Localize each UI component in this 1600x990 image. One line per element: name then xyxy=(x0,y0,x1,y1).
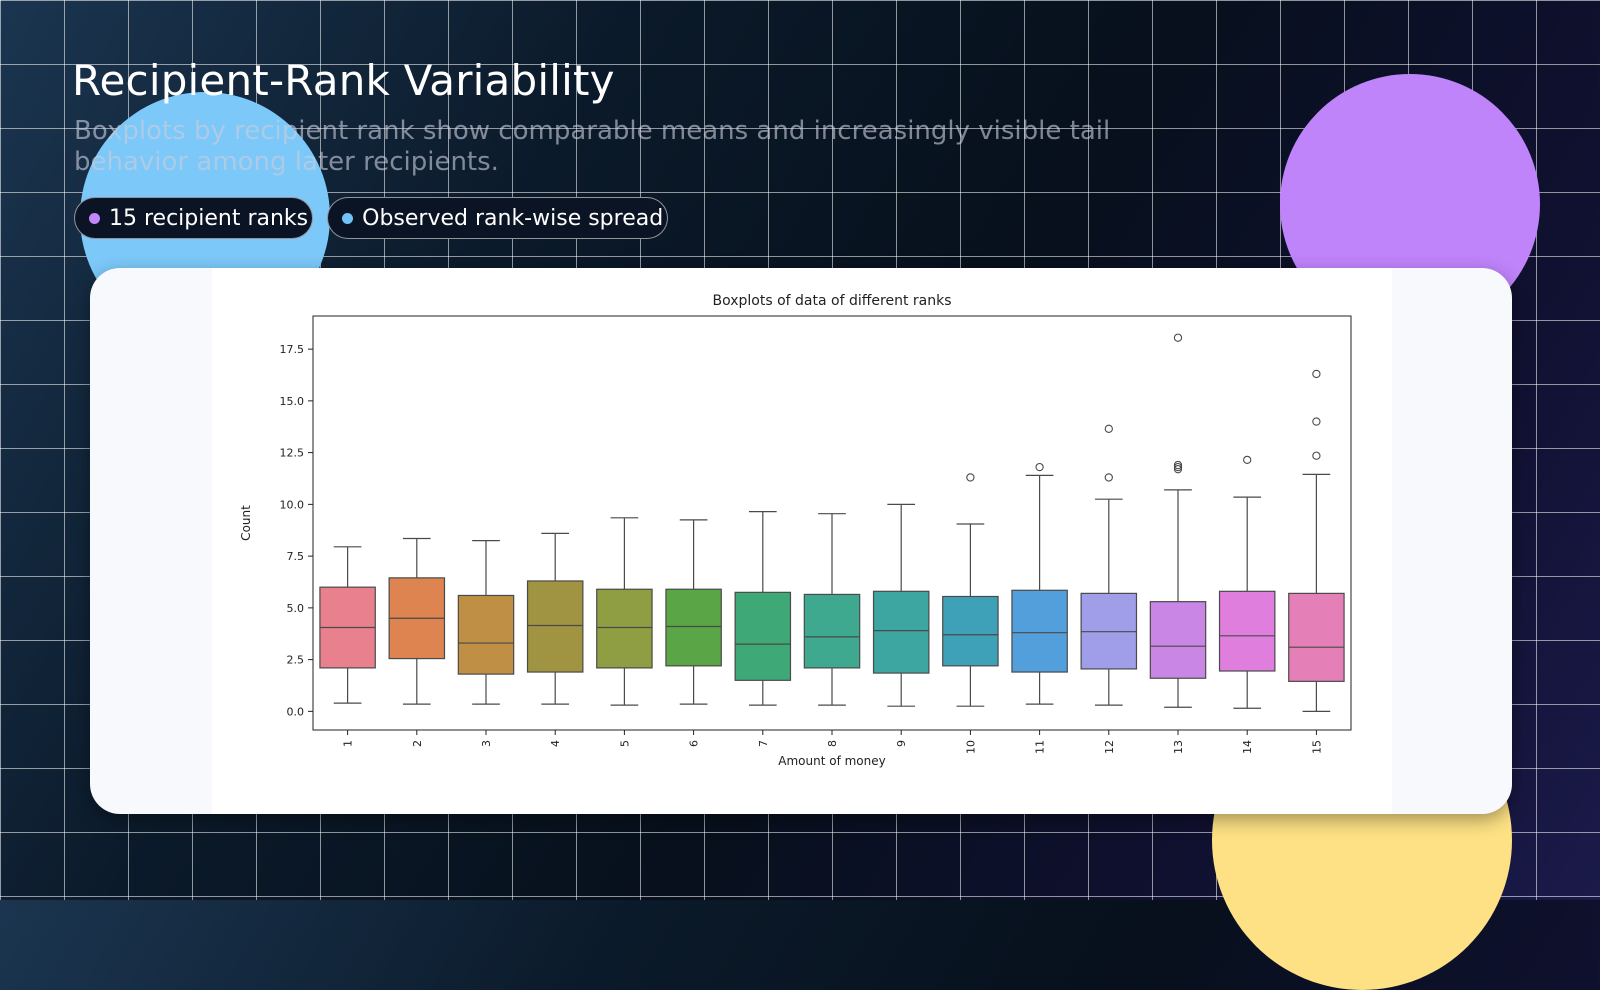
x-tick-label: 14 xyxy=(1241,740,1254,754)
box-2 xyxy=(388,537,446,705)
outlier-point xyxy=(1173,462,1183,472)
box-13 xyxy=(1149,333,1207,708)
x-tick-group: 1 2 3 4 5 6 7 8 9 10 11 12 13 14 15 xyxy=(342,730,1323,754)
box-9 xyxy=(872,503,930,707)
box-body xyxy=(734,591,792,681)
page-subtitle: Boxplots by recipient rank show comparab… xyxy=(74,116,1111,177)
x-tick-label: 4 xyxy=(549,740,562,747)
chart-card: Boxplots of data of different ranks Amou… xyxy=(90,268,1512,814)
y-tick-group: 0.0 2.5 5.0 7.5 10.0 12.5 15.0 17.5 xyxy=(280,343,313,718)
box-8 xyxy=(803,513,861,706)
outlier-point xyxy=(1173,465,1183,474)
chip-recipient-ranks: 15 recipient ranks xyxy=(74,197,314,239)
box-12 xyxy=(1080,424,1138,706)
box-body xyxy=(596,588,653,669)
outlier-point xyxy=(1312,369,1321,379)
plot-frame xyxy=(312,315,1352,731)
chip-label: Observed rank-wise spread xyxy=(362,205,664,231)
box-6 xyxy=(665,519,722,705)
y-axis-label: Count xyxy=(239,505,253,541)
y-tick-label: 15.0 xyxy=(280,395,305,408)
box-group xyxy=(319,333,1345,712)
box-14 xyxy=(1218,455,1276,709)
box-7 xyxy=(734,511,792,706)
box-body xyxy=(526,580,584,673)
box-10 xyxy=(942,473,999,707)
box-11 xyxy=(1011,462,1068,705)
boxplot-chart: Boxplots of data of different ranks Amou… xyxy=(239,293,1352,768)
y-tick-label: 5.0 xyxy=(287,602,305,615)
outlier-point xyxy=(966,473,975,482)
outlier-point xyxy=(1312,451,1321,460)
y-tick-label: 7.5 xyxy=(287,550,305,563)
box-body xyxy=(457,594,515,675)
outlier-point xyxy=(1173,333,1183,342)
box-1 xyxy=(319,546,376,704)
chip-row: 15 recipient ranks Observed rank-wise sp… xyxy=(74,197,669,239)
box-4 xyxy=(526,532,584,705)
x-tick-label: 11 xyxy=(1034,740,1047,754)
x-tick-label: 13 xyxy=(1172,740,1185,754)
x-tick-label: 12 xyxy=(1103,740,1116,754)
chip-label: 15 recipient ranks xyxy=(109,205,309,231)
x-tick-label: 5 xyxy=(618,740,631,747)
outlier-point xyxy=(1104,473,1113,482)
outlier-point xyxy=(1104,424,1113,433)
box-15 xyxy=(1288,369,1345,712)
chart-title: Boxplots of data of different ranks xyxy=(713,293,952,309)
box-3 xyxy=(457,539,515,705)
x-tick-label: 7 xyxy=(757,740,770,747)
box-body xyxy=(665,588,722,667)
y-tick-label: 2.5 xyxy=(287,654,305,667)
y-tick-label: 12.5 xyxy=(280,447,305,460)
box-body xyxy=(1149,601,1207,679)
x-tick-label: 6 xyxy=(688,740,701,747)
x-axis-label: Amount of money xyxy=(778,754,885,768)
y-tick-label: 10.0 xyxy=(280,498,305,511)
purple-dot-icon xyxy=(89,212,100,224)
page-title: Recipient-Rank Variability xyxy=(72,56,615,105)
box-body xyxy=(872,590,930,674)
x-tick-label: 9 xyxy=(895,740,908,747)
x-tick-label: 1 xyxy=(342,740,355,747)
box-body xyxy=(1218,590,1276,672)
box-5 xyxy=(596,517,653,706)
x-tick-label: 15 xyxy=(1310,740,1323,754)
x-tick-label: 2 xyxy=(411,740,424,747)
outlier-point xyxy=(1035,462,1044,472)
y-tick-label: 17.5 xyxy=(280,343,305,356)
outlier-point xyxy=(1173,460,1183,470)
box-body xyxy=(803,593,861,669)
blue-dot-icon xyxy=(342,212,354,224)
y-tick-label: 0.0 xyxy=(287,705,305,718)
box-body xyxy=(1011,589,1068,673)
outlier-point xyxy=(1312,417,1321,426)
x-tick-label: 3 xyxy=(480,740,493,747)
plot-area: Boxplots of data of different ranks Amou… xyxy=(212,268,1392,814)
x-tick-label: 10 xyxy=(964,740,977,754)
chip-rank-spread: Observed rank-wise spread xyxy=(327,197,669,239)
outlier-point xyxy=(1243,455,1252,465)
x-tick-label: 8 xyxy=(826,740,839,747)
box-body xyxy=(1288,592,1345,682)
box-body xyxy=(942,595,999,667)
